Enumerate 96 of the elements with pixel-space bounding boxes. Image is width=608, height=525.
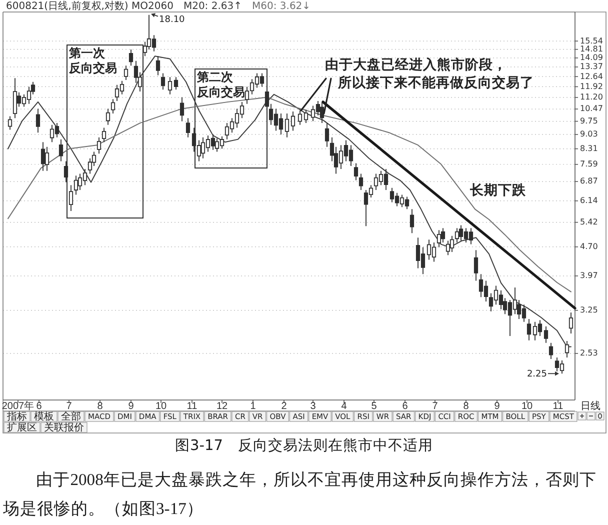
x-tick-label: 8 (463, 400, 470, 412)
y-tick-label: 11.20 (580, 92, 603, 102)
tab-button: 关联报价 (40, 422, 88, 434)
y-tick-label: 14.81 (580, 44, 603, 54)
candlestick (544, 326, 548, 344)
candlestick (568, 312, 574, 334)
line-series (8, 96, 572, 292)
candlestick (298, 110, 302, 126)
annotation: 18.10 (159, 14, 186, 25)
y-tick-label: 13.37 (580, 62, 603, 72)
candlestick (106, 108, 110, 126)
y-tick-label: 9.75 (580, 116, 598, 126)
x-tick-label: 2 (281, 400, 288, 412)
x-tick-label: 5 (371, 400, 378, 412)
candlestick (124, 65, 128, 80)
y-tick-label: 3.97 (580, 271, 598, 280)
x-tick-label: 9 (128, 400, 134, 412)
x-tick-label: 11 (186, 400, 198, 412)
tab-button: 模板 (30, 411, 58, 423)
candlestick (68, 184, 74, 212)
annotation: 第一次反向交易 (68, 46, 117, 76)
text: 由于2008年已是大盘暴跌之年，所以不宜再使用这种反向操作方法，否则下场是很惨的。（如图3-17） (2, 470, 596, 518)
y-tick-label: 11.92 (580, 82, 603, 91)
candlestick (436, 230, 442, 248)
x-tick-label: 11 (552, 400, 564, 412)
x-tick-label: 2007年 (2, 400, 34, 412)
y-tick-label: 12.64 (580, 72, 603, 81)
x-tick-label: 7 (432, 400, 438, 412)
candlestick (440, 228, 446, 243)
x-tick-label: 6 (402, 400, 408, 412)
y-tick-label: 7.59 (580, 160, 598, 169)
candlestick (320, 101, 324, 124)
candlestick (102, 127, 106, 143)
y-tick-label: 8.31 (580, 144, 598, 153)
candlestick (474, 250, 478, 282)
annotation: 第二次反向交易 (196, 70, 245, 100)
text: 日线 (580, 400, 600, 412)
annotation: 所以接下来不能再做反向交易了 (337, 74, 534, 92)
y-tick-label: 5.42 (580, 218, 598, 227)
y-tick-label: 6.87 (580, 176, 598, 186)
y-tick-label: 10.47 (580, 104, 603, 114)
x-tick-label: 8 (97, 400, 104, 412)
candlestick (40, 142, 46, 172)
x-tick-label: 12 (216, 400, 228, 412)
y-tick-label: 9.03 (580, 130, 598, 139)
candlestick (290, 111, 296, 132)
y-tick-label: 14.09 (580, 53, 603, 62)
y-tick-label: 6.14 (580, 196, 598, 206)
candlestick (284, 113, 290, 138)
candlestick (548, 342, 554, 360)
candlestick (454, 228, 460, 243)
tab-button: 指标 (4, 411, 30, 423)
candlestick (160, 72, 166, 90)
candlestick (180, 96, 184, 122)
x-tick-label: 4 (341, 400, 348, 412)
candlestick (354, 162, 358, 181)
candlestick (186, 118, 190, 138)
x-tick-label: 1 (250, 400, 256, 412)
candlestick (358, 173, 364, 190)
candlestick (304, 109, 308, 124)
candlestick (410, 208, 414, 234)
chart-subtitle: 600821(日线,前复权,对数) MO2060 (6, 0, 174, 12)
candlestick (74, 175, 78, 196)
x-tick-label: 10 (155, 400, 167, 412)
candlestick (64, 160, 68, 183)
text: M60: 3.62↓ (252, 1, 311, 12)
candlestick (174, 76, 178, 90)
tab-button: 全部 (58, 411, 84, 423)
x-tick-label: 6 (36, 400, 42, 412)
x-tick-label: 7 (66, 400, 72, 412)
candlestick (12, 78, 18, 119)
candlestick (8, 116, 12, 130)
annotation: 2.25 (526, 370, 547, 380)
y-tick-label: 4.70 (580, 242, 598, 252)
y-tick-label: 3.25 (580, 306, 598, 315)
candlestick (450, 235, 454, 252)
x-tick-label: 3 (310, 400, 316, 412)
annotation: 由于大盘已经进入熊市阶段， (325, 56, 507, 74)
x-tick-label: 9 (494, 400, 500, 412)
candlestick (96, 136, 102, 154)
x-tick-label: 10 (521, 400, 533, 412)
candlestick (44, 146, 50, 172)
candlestick (36, 108, 40, 134)
y-tick-label: 2.53 (580, 348, 598, 358)
candlestick (526, 318, 532, 341)
annotation: 长期下跌 (469, 182, 527, 199)
text: M20: 2.63↑ (183, 1, 242, 12)
candlestick (324, 122, 330, 148)
candlestick (58, 138, 64, 162)
tab-button: 扩展区 (4, 422, 40, 434)
candlestick (446, 240, 450, 256)
candlestick (128, 49, 134, 66)
y-tick-label: 15.54 (580, 36, 603, 46)
candlestick (110, 98, 116, 114)
candlestick (168, 76, 172, 95)
text: 图3-17 反向交易法则在熊市中不适用 (175, 436, 433, 454)
